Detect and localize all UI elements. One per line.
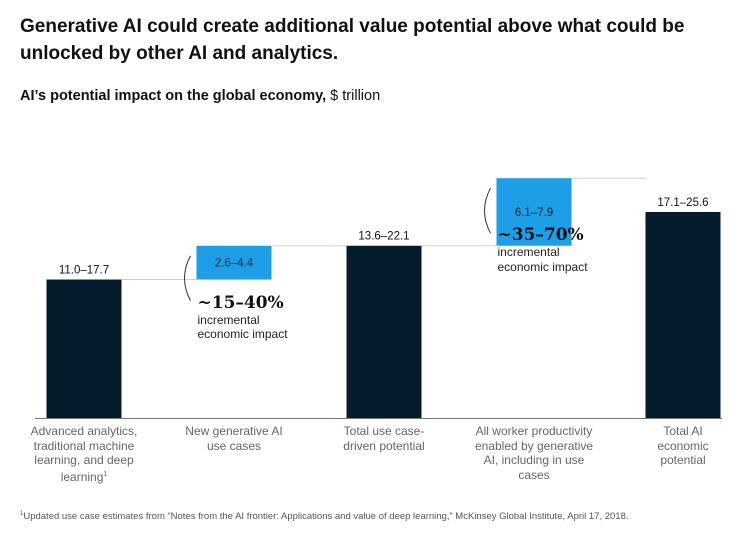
bar-total	[46, 279, 122, 418]
value-label: 11.0–17.7	[59, 265, 109, 277]
subtitle-main: AI’s potential impact on the global econ…	[20, 88, 327, 104]
footnote: 1Updated use case estimates from “Notes …	[20, 507, 629, 524]
headline: Generative AI could create additional va…	[20, 16, 685, 64]
bar-increment	[196, 245, 272, 280]
category-label: Advanced analytics, traditional machine …	[30, 424, 138, 484]
category-label: Total AI economic potential	[657, 424, 709, 467]
value-label: 17.1–25.6	[657, 197, 708, 209]
value-label: 13.6–22.1	[358, 231, 409, 243]
annotation-bracket	[484, 187, 491, 234]
value-label: 2.6–4.4	[215, 258, 254, 270]
category-footnote-mark: 1	[103, 470, 108, 478]
annotation-value: ~15–40%	[197, 292, 284, 313]
category-label: New generative AI use cases	[185, 424, 283, 453]
annotation: ~15–40% incremental economic impact	[198, 293, 313, 342]
category-label: Total use case-driven potential	[343, 424, 425, 453]
annotation-value: ~35–70%	[497, 225, 584, 246]
category-label: All worker productivity enabled by gener…	[474, 424, 594, 482]
footnote-mark: 1	[20, 511, 24, 517]
bar-increment	[496, 178, 572, 246]
annotation-text: incremental economic impact	[497, 245, 588, 274]
bar-total	[645, 211, 721, 418]
annotation-text: incremental economic impact	[197, 312, 288, 342]
subtitle-unit: $ trillion	[326, 88, 381, 104]
bar-total	[346, 245, 422, 418]
annotation: ~35–70% incremental economic impact	[498, 225, 613, 274]
chart-subtitle: AI’s potential impact on the global econ…	[20, 86, 380, 106]
value-label: 6.1–7.9	[515, 207, 553, 219]
annotation-bracket	[184, 255, 191, 301]
footnote-text: Updated use case estimates from “Notes f…	[23, 511, 629, 523]
